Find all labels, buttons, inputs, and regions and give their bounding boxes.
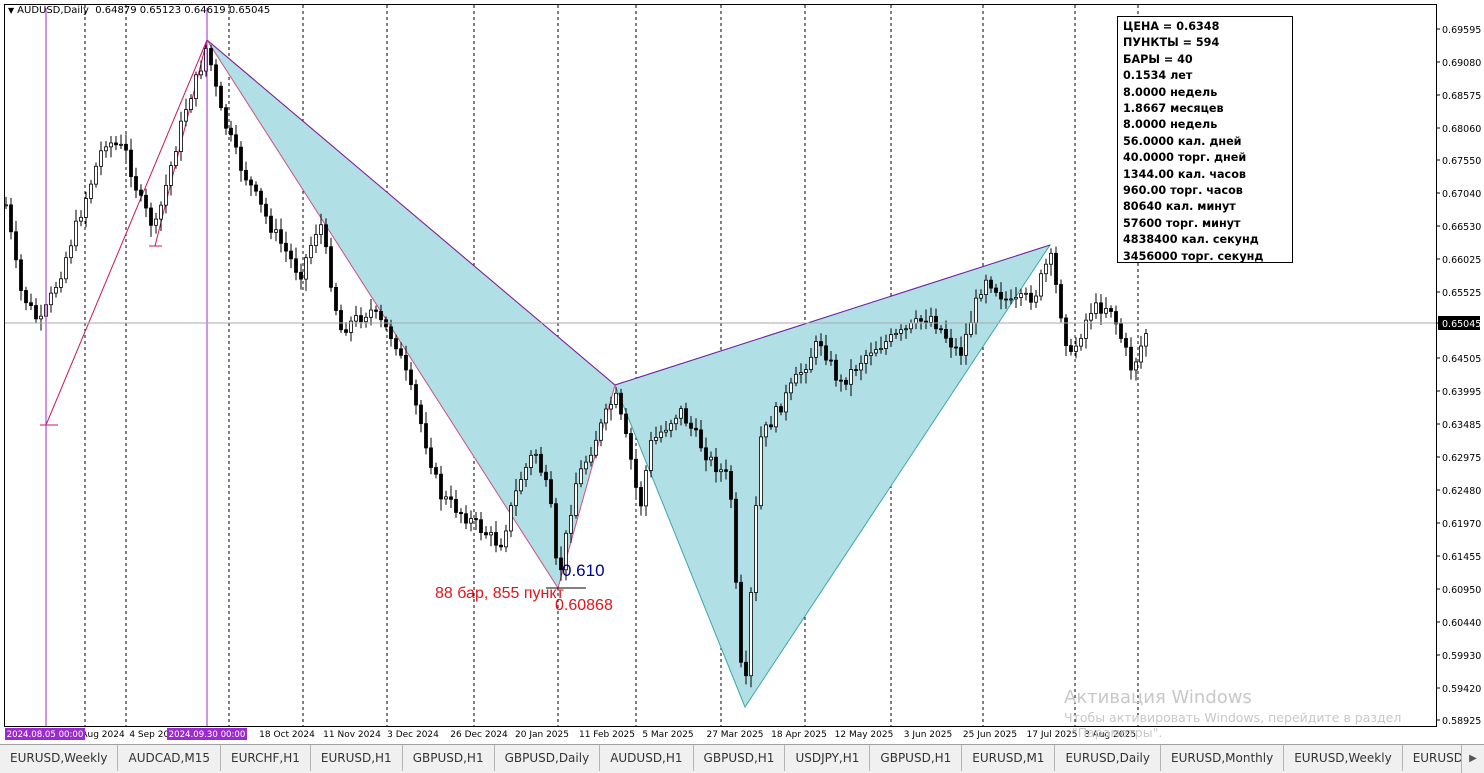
date-tick-label: 3 Dec 2024 — [387, 730, 439, 740]
info-line: 4838400 кал. секунд — [1123, 233, 1259, 247]
chart-border — [4, 4, 1437, 727]
chart-tab[interactable]: EURUSD,Weekly — [0, 745, 119, 771]
price-tick-label: 0.66025 — [1442, 255, 1481, 266]
date-tick-label: 11 Nov 2024 — [323, 730, 381, 740]
chart-title: ▼ AUDUSD,Daily 0.64879 0.65123 0.64619 0.… — [8, 5, 271, 16]
info-line: 0.1534 лет — [1123, 69, 1193, 83]
price-axis: 0.69595 0.69080 0.68575 0.68060 0.67550 0.670… — [1436, 25, 1481, 727]
triangle-down-icon[interactable]: ▼ — [8, 6, 15, 15]
price-tick-label: 0.68575 — [1442, 91, 1481, 102]
chart-tab[interactable]: EURUSD,Weekly — [1284, 745, 1403, 771]
price-tick-label: 0.67550 — [1442, 156, 1481, 167]
svg-text:2024.09.30 00:00: 2024.09.30 00:00 — [169, 730, 246, 740]
chart-area[interactable]: 0.69595 0.69080 0.68575 0.68060 0.67550 0.670… — [0, 0, 1484, 744]
date-tick-label: 11 Feb 2025 — [579, 730, 635, 740]
time-axis: Aug 2024 4 Sep 2024 18 Oct 2024 11 Nov 2024… — [5, 728, 1136, 740]
price-tick-label: 0.63485 — [1442, 420, 1481, 431]
date-marker-tag: 2024.08.05 00:00 — [5, 728, 85, 740]
chart-tab[interactable]: USDJPY,H1 — [785, 745, 871, 771]
chart-tab[interactable]: GBPUSD,H1 — [694, 745, 786, 771]
date-tick-label: 3 Jun 2025 — [904, 730, 952, 740]
price-tick-label: 0.65525 — [1442, 288, 1481, 299]
chart-tab[interactable]: EURCHF,H1 — [221, 745, 311, 771]
pattern-triangle-left — [206, 39, 616, 590]
pattern-ratio-label: 0.610 — [562, 561, 605, 580]
tab-scroll-right-icon[interactable]: ▶ — [1461, 745, 1484, 773]
price-tick-label: 0.59930 — [1442, 651, 1481, 662]
pattern-edge-ac — [614, 244, 1051, 386]
date-tick-label: 18 Apr 2025 — [771, 730, 827, 740]
price-tick-label: 0.62975 — [1442, 453, 1481, 464]
price-tick-label: 0.68060 — [1442, 124, 1481, 135]
ohlc-values: 0.64879 0.65123 0.64619 0.65045 — [95, 5, 271, 16]
price-tick-label: 0.64505 — [1442, 354, 1481, 365]
price-tick-label: 0.62480 — [1442, 486, 1481, 497]
price-chart[interactable]: 0.69595 0.69080 0.68575 0.68060 0.67550 0.670… — [0, 0, 1484, 744]
price-tick-label: 0.69080 — [1442, 58, 1481, 69]
info-line: ПУНКТЫ = 594 — [1123, 36, 1220, 50]
price-tick-label: 0.58925 — [1442, 716, 1481, 727]
date-tick-label: 27 Mar 2025 — [706, 730, 763, 740]
info-line: 960.00 торг. часов — [1123, 184, 1243, 198]
chart-tab[interactable]: AUDUSD,H1 — [600, 745, 694, 771]
price-tick-label: 0.69595 — [1442, 25, 1481, 36]
price-tick-label: 0.61455 — [1442, 552, 1481, 563]
pattern-edge-xa — [206, 39, 616, 386]
chart-tab[interactable]: EURUSD,M1 — [962, 745, 1056, 771]
chart-tab[interactable]: GBPUSD,H1 — [403, 745, 495, 771]
date-tick-label: 17 Jul 2025 — [1027, 730, 1078, 740]
date-tick-label: 25 Jun 2025 — [963, 730, 1017, 740]
date-tick-label: 26 Dec 2024 — [450, 730, 508, 740]
date-tick-label: 20 Jan 2025 — [515, 730, 569, 740]
date-tick-label: 5 Mar 2025 — [642, 730, 693, 740]
chart-grid — [84, 5, 1139, 726]
info-line: 8.0000 недель — [1123, 85, 1218, 99]
info-line: 1344.00 кал. часов — [1123, 167, 1246, 181]
info-line: 40.0000 торг. дней — [1123, 151, 1247, 165]
measurement-info-panel: ЦЕНА = 0.6348 ПУНКТЫ = 594 БАРЫ = 40 0.1534… — [1117, 16, 1293, 263]
current-price-tag: 0.65045 — [1438, 316, 1481, 330]
vertical-markers — [45, 8, 208, 726]
price-tick-label: 0.63995 — [1442, 387, 1481, 398]
pattern-level-label: 0.60868 — [555, 597, 613, 614]
current-price-label: 0.65045 — [1442, 319, 1481, 330]
candlesticks — [4, 44, 1148, 688]
pattern-bars-points-label: 88 бар, 855 пункт — [435, 585, 565, 602]
price-tick-label: 0.61970 — [1442, 519, 1481, 530]
chart-tabs-bar: EURUSD,Weekly AUDCAD,M15 EURCHF,H1 EURUSD,H… — [0, 744, 1484, 773]
chart-tab[interactable]: GBPUSD,Daily — [495, 745, 601, 771]
info-line: 3456000 торг. секунд — [1123, 249, 1264, 263]
info-line: ЦЕНА = 0.6348 — [1123, 20, 1220, 33]
price-tick-label: 0.60440 — [1442, 618, 1481, 629]
price-tick-label: 0.59420 — [1442, 684, 1481, 695]
pattern-triangle-right — [614, 244, 1052, 709]
chart-tab[interactable]: AUDCAD,M15 — [118, 745, 221, 771]
date-tick-label: 18 Oct 2024 — [259, 730, 315, 740]
date-tick-label: Aug 2024 — [81, 730, 125, 740]
price-tick-label: 0.60950 — [1442, 585, 1481, 596]
chart-tab[interactable]: GBPUSD,H1 — [870, 745, 963, 771]
info-line: 8.0000 недель — [1123, 118, 1218, 132]
info-line: 1.8667 месяцев — [1123, 102, 1224, 116]
chart-tab[interactable]: EURUSD,Monthly — [1161, 745, 1285, 771]
price-tick-label: 0.66530 — [1442, 222, 1481, 233]
chart-tab[interactable]: EURUSD,H1 — [311, 745, 403, 771]
date-tick-label: 8 Aug 2025 — [1084, 730, 1136, 740]
harmonic-pattern — [206, 39, 1052, 709]
date-marker-tag: 2024.09.30 00:00 — [167, 728, 247, 740]
svg-text:2024.08.05 00:00: 2024.08.05 00:00 — [7, 730, 84, 740]
chart-tab[interactable]: EURUSD,Daily — [1055, 745, 1161, 771]
info-line: 80640 кал. минут — [1123, 200, 1236, 214]
date-tick-label: 4 Sep 2024 — [129, 730, 181, 740]
date-tick-label: 12 May 2025 — [835, 730, 894, 740]
price-tick-label: 0.67040 — [1442, 189, 1481, 200]
info-line: 57600 торг. минут — [1123, 216, 1241, 230]
info-line: 56.0000 кал. дней — [1123, 134, 1242, 148]
info-line: БАРЫ = 40 — [1123, 52, 1193, 66]
